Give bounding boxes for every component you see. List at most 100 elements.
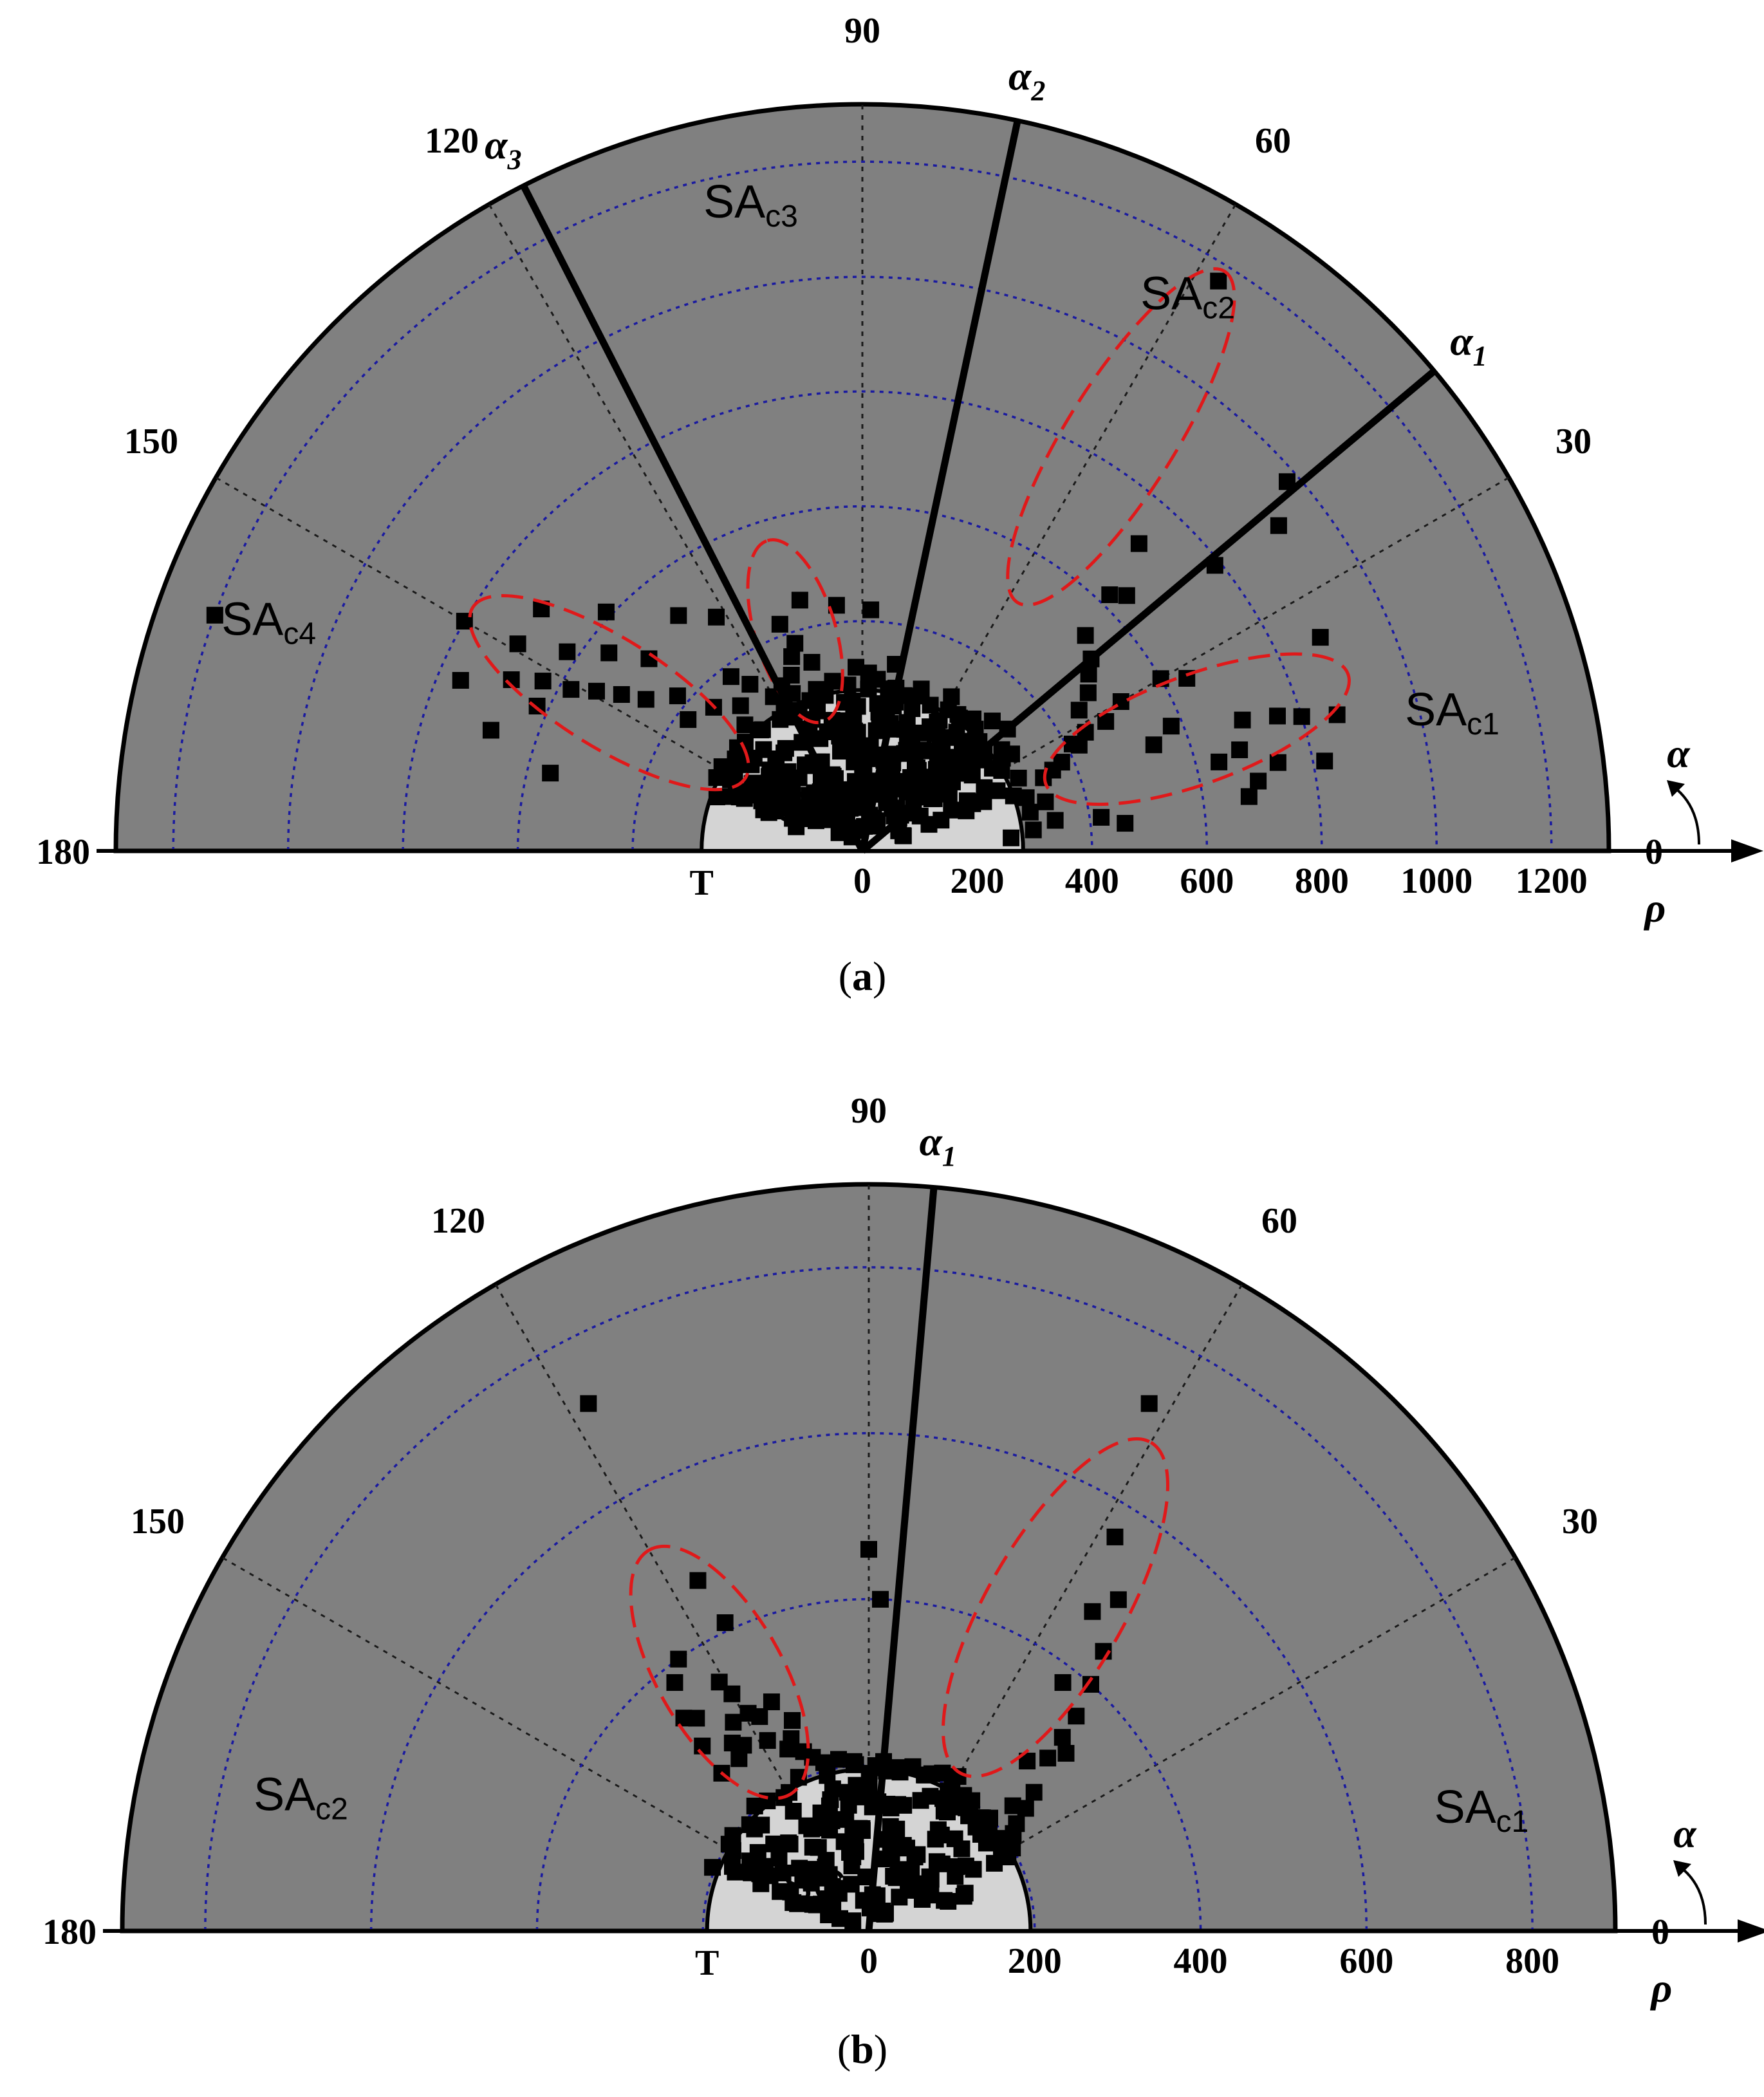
data-point xyxy=(747,787,765,804)
region-label-sub: c2 xyxy=(1202,292,1235,326)
boundary-line-1 xyxy=(860,368,1437,854)
data-point xyxy=(806,784,823,801)
data-point-52 xyxy=(949,706,967,723)
data-point xyxy=(953,1840,970,1858)
data-point-36 xyxy=(830,1751,847,1768)
data-point-39 xyxy=(1003,829,1020,846)
data-point-20 xyxy=(860,1541,877,1558)
data-point-53 xyxy=(763,1693,780,1711)
data-point-60 xyxy=(848,658,865,676)
data-point xyxy=(949,1798,966,1816)
data-point-80 xyxy=(588,682,605,700)
data-point xyxy=(765,1835,783,1852)
rho-tick-200: 200 xyxy=(950,861,1004,901)
data-point-43 xyxy=(1005,787,1022,805)
boundary-line-1 xyxy=(865,1186,938,1932)
data-point-3 xyxy=(1109,1591,1127,1608)
data-point-78 xyxy=(637,691,655,708)
data-point xyxy=(781,1836,799,1853)
data-point xyxy=(746,1797,763,1814)
angle-tick-90: 90 xyxy=(844,11,880,51)
data-point-8 xyxy=(1068,1708,1085,1725)
data-point-6 xyxy=(1118,587,1135,604)
data-point xyxy=(724,1842,741,1859)
data-point xyxy=(886,779,903,796)
angle-tick-30: 30 xyxy=(1562,1502,1598,1542)
rho-tick-1000: 1000 xyxy=(1400,861,1472,901)
cluster-ellipse-4 xyxy=(468,593,750,792)
rho-tick-800: 800 xyxy=(1295,861,1349,901)
data-point xyxy=(989,782,1006,799)
caption-a: (a) xyxy=(839,953,887,999)
data-point-22 xyxy=(689,1572,707,1589)
data-point-24 xyxy=(666,1674,683,1692)
data-point-48 xyxy=(751,1708,768,1725)
data-point xyxy=(912,1792,929,1809)
angle-tick-120: 120 xyxy=(431,1201,485,1241)
data-point xyxy=(895,827,912,844)
region-label-sub: c1 xyxy=(1467,707,1499,741)
rho-axis-label: ρ xyxy=(1644,885,1666,931)
data-point-37 xyxy=(1046,812,1064,829)
data-point xyxy=(922,718,939,736)
rho-tick-400: 400 xyxy=(1174,1941,1228,1981)
rho-tick-400: 400 xyxy=(1065,861,1119,901)
data-point xyxy=(831,1910,849,1927)
boundary-label-sub: 2 xyxy=(1030,75,1045,106)
data-point xyxy=(868,722,885,740)
data-point-73 xyxy=(732,697,749,714)
data-point-17 xyxy=(1070,736,1088,754)
rho-axis-arrow xyxy=(1731,839,1763,862)
data-point-98 xyxy=(791,592,808,609)
angle-tick-60: 60 xyxy=(1255,121,1291,161)
boundary-label-1: α1 xyxy=(919,1119,956,1172)
boundary-label-sub: 3 xyxy=(506,144,521,175)
data-point xyxy=(928,1853,945,1870)
data-point xyxy=(774,1864,792,1881)
data-point xyxy=(821,1822,839,1839)
data-point-36 xyxy=(1093,808,1110,826)
circular-grid-800 xyxy=(402,390,1323,852)
boundary-label-2: α2 xyxy=(1008,53,1045,106)
data-point xyxy=(860,1781,878,1798)
boundary-label-sub: 1 xyxy=(942,1141,956,1172)
rho-tick-800: 800 xyxy=(1505,1941,1559,1981)
data-point-11 xyxy=(1079,684,1097,702)
data-point xyxy=(724,1827,741,1844)
data-point-22 xyxy=(1234,711,1251,729)
angle-tick-0: 0 xyxy=(1645,832,1663,872)
data-point xyxy=(819,1869,837,1887)
data-point xyxy=(755,741,772,758)
data-point xyxy=(830,1885,848,1902)
data-point xyxy=(903,1862,920,1879)
data-point-81 xyxy=(562,681,580,698)
data-point-13 xyxy=(1005,1825,1022,1842)
data-point xyxy=(936,1892,953,1909)
data-point xyxy=(804,1838,821,1856)
cluster-ellipse-2 xyxy=(1043,652,1351,806)
data-point-34 xyxy=(1240,788,1258,805)
region-label-sub: c4 xyxy=(283,617,316,651)
boundary-line-2 xyxy=(859,120,1021,852)
angle-tick-180: 180 xyxy=(42,1912,97,1952)
data-point-42 xyxy=(934,1764,951,1782)
data-point-12 xyxy=(1070,702,1088,719)
data-point xyxy=(906,754,924,771)
data-point xyxy=(920,816,938,833)
data-point xyxy=(846,727,864,745)
data-point-91 xyxy=(452,672,469,689)
angle-axis-label: α xyxy=(1673,1811,1697,1856)
rho-tick-600: 600 xyxy=(1180,861,1234,901)
angle-tick-180: 180 xyxy=(36,832,90,872)
data-point xyxy=(958,792,976,810)
data-point xyxy=(752,722,770,739)
data-point-50 xyxy=(983,713,1001,730)
circular-grid-200 xyxy=(701,1764,1036,1932)
data-point-37 xyxy=(845,1753,862,1770)
data-point-2 xyxy=(1106,1528,1124,1545)
data-point-10 xyxy=(1025,1784,1043,1801)
data-point-84 xyxy=(509,635,526,653)
data-point xyxy=(931,743,949,761)
data-point xyxy=(727,1863,744,1881)
